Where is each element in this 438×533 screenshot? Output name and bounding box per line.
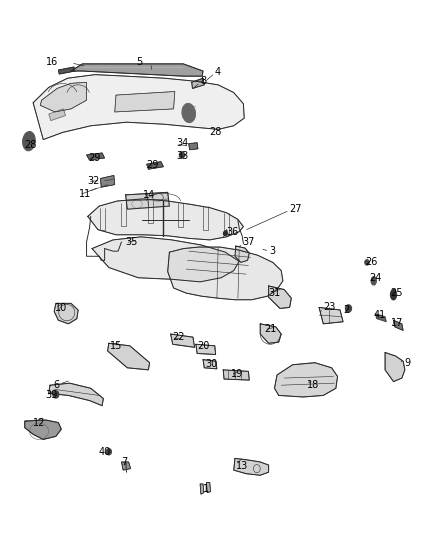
Text: 31: 31 [268, 288, 281, 298]
Ellipse shape [23, 132, 35, 151]
Polygon shape [25, 420, 61, 439]
Text: 25: 25 [391, 288, 403, 298]
Text: 22: 22 [172, 332, 184, 342]
Text: 28: 28 [210, 127, 222, 138]
Text: 12: 12 [33, 417, 46, 427]
Text: 1: 1 [203, 484, 209, 494]
Text: 14: 14 [142, 190, 155, 200]
Polygon shape [189, 143, 198, 150]
Text: 23: 23 [323, 302, 336, 312]
Text: 34: 34 [176, 138, 188, 148]
Polygon shape [54, 303, 78, 324]
Polygon shape [121, 462, 131, 470]
Text: 40: 40 [99, 447, 111, 457]
Polygon shape [235, 246, 249, 262]
Circle shape [224, 231, 227, 235]
Polygon shape [319, 308, 343, 324]
Ellipse shape [391, 289, 396, 300]
Circle shape [365, 260, 369, 265]
Text: 35: 35 [126, 237, 138, 247]
Polygon shape [192, 78, 204, 88]
Text: 16: 16 [46, 57, 58, 67]
Text: 37: 37 [242, 237, 254, 247]
Polygon shape [196, 344, 215, 354]
Text: 11: 11 [79, 189, 92, 199]
Polygon shape [147, 161, 163, 169]
Text: 4: 4 [215, 67, 221, 77]
Text: 26: 26 [365, 257, 378, 268]
Ellipse shape [371, 277, 376, 285]
Text: 33: 33 [176, 151, 188, 161]
Polygon shape [268, 286, 291, 309]
Polygon shape [171, 334, 194, 348]
Text: 29: 29 [147, 160, 159, 170]
Text: 21: 21 [265, 324, 277, 334]
Text: 41: 41 [374, 310, 386, 320]
Text: 13: 13 [236, 461, 248, 471]
Polygon shape [49, 109, 66, 120]
Polygon shape [203, 360, 217, 369]
Text: 36: 36 [226, 227, 239, 237]
Polygon shape [206, 482, 211, 492]
Text: 15: 15 [110, 341, 122, 351]
Text: 7: 7 [121, 457, 127, 467]
Text: 20: 20 [197, 341, 209, 351]
Polygon shape [260, 324, 281, 343]
Polygon shape [393, 320, 403, 330]
Text: 30: 30 [205, 359, 218, 369]
Polygon shape [92, 237, 239, 282]
Text: 39: 39 [46, 391, 58, 400]
Text: 2: 2 [343, 305, 349, 315]
Polygon shape [40, 82, 87, 112]
Circle shape [346, 305, 351, 312]
Text: 3: 3 [269, 246, 276, 256]
Polygon shape [168, 247, 283, 300]
Polygon shape [126, 192, 170, 209]
Polygon shape [88, 199, 244, 240]
Polygon shape [275, 362, 338, 397]
Text: 5: 5 [136, 57, 142, 67]
Text: 6: 6 [53, 380, 59, 390]
Text: 18: 18 [307, 380, 319, 390]
Polygon shape [200, 484, 204, 494]
Polygon shape [108, 343, 150, 370]
Text: 19: 19 [231, 369, 243, 379]
Polygon shape [375, 313, 386, 322]
Circle shape [53, 391, 59, 398]
Polygon shape [49, 383, 103, 406]
Text: 32: 32 [88, 175, 100, 185]
Circle shape [180, 152, 184, 158]
Text: 27: 27 [290, 204, 302, 214]
Text: 24: 24 [370, 273, 382, 283]
Text: 10: 10 [55, 303, 67, 313]
Polygon shape [385, 352, 405, 382]
Polygon shape [58, 67, 75, 74]
Circle shape [106, 449, 111, 455]
Text: 28: 28 [25, 140, 37, 150]
Text: 29: 29 [88, 153, 100, 163]
Ellipse shape [182, 103, 195, 123]
Polygon shape [100, 175, 115, 187]
Text: 17: 17 [391, 318, 403, 328]
Polygon shape [223, 370, 249, 380]
Polygon shape [33, 75, 244, 140]
Polygon shape [115, 92, 175, 112]
Text: 9: 9 [404, 358, 410, 368]
Polygon shape [87, 153, 105, 160]
Polygon shape [234, 458, 268, 475]
Polygon shape [71, 64, 203, 76]
Text: 8: 8 [200, 76, 206, 86]
